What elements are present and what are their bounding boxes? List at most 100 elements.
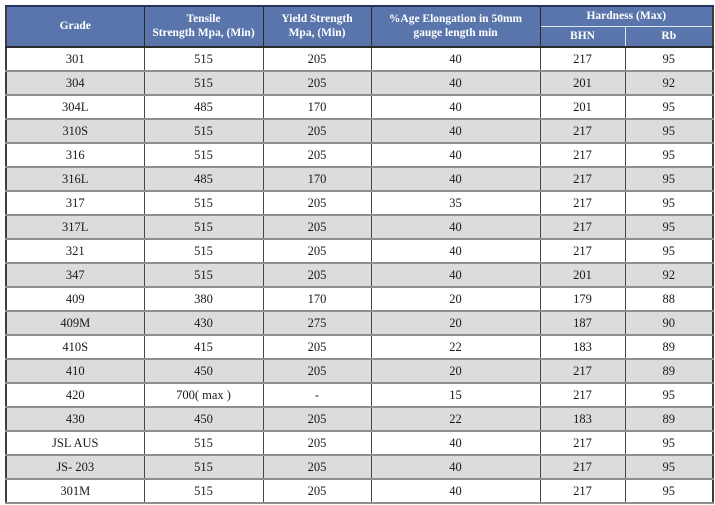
cell-yield-strength: 170 (262, 94, 372, 120)
cell-tensile-strength: 515 (143, 238, 264, 264)
cell-yield-strength: 205 (262, 238, 372, 264)
table-body: 301 515 205 40 217 95 304 515 205 40 201… (5, 46, 714, 504)
cell-bhn: 217 (539, 238, 626, 264)
cell-bhn: 183 (539, 334, 626, 360)
table-row: 410 450 205 20 217 89 (5, 358, 714, 384)
cell-yield-strength: 205 (262, 46, 372, 72)
cell-yield-strength: 205 (262, 454, 372, 480)
cell-rb: 95 (624, 382, 714, 408)
cell-tensile-strength: 515 (143, 262, 264, 288)
table-row: 321 515 205 40 217 95 (5, 238, 714, 264)
table-row: 304L 485 170 40 201 95 (5, 94, 714, 120)
table-row: 317L 515 205 40 217 95 (5, 214, 714, 240)
cell-grade: 321 (5, 238, 145, 264)
col-header-bhn-label: BHN (570, 29, 595, 42)
cell-rb: 95 (624, 238, 714, 264)
cell-bhn: 217 (539, 358, 626, 384)
table-row: 409M 430 275 20 187 90 (5, 310, 714, 336)
col-header-tensile-line1: Tensile (186, 12, 221, 25)
col-header-bhn: BHN (539, 25, 626, 48)
cell-tensile-strength: 515 (143, 142, 264, 168)
cell-bhn: 201 (539, 70, 626, 96)
cell-rb: 90 (624, 310, 714, 336)
table-row: JSL AUS 515 205 40 217 95 (5, 430, 714, 456)
cell-yield-strength: 205 (262, 262, 372, 288)
cell-yield-strength: 275 (262, 310, 372, 336)
cell-rb: 95 (624, 454, 714, 480)
cell-bhn: 217 (539, 166, 626, 192)
cell-grade: 410 (5, 358, 145, 384)
cell-tensile-strength: 485 (143, 166, 264, 192)
cell-tensile-strength: 700( max ) (143, 382, 264, 408)
table-row: 420 700( max ) - 15 217 95 (5, 382, 714, 408)
table-row: 430 450 205 22 183 89 (5, 406, 714, 432)
cell-bhn: 217 (539, 214, 626, 240)
cell-yield-strength: 170 (262, 166, 372, 192)
table-row: 410S 415 205 22 183 89 (5, 334, 714, 360)
col-header-yield-line1: Yield Strength (281, 12, 353, 25)
cell-grade: 301M (5, 478, 145, 504)
cell-tensile-strength: 515 (143, 430, 264, 456)
cell-bhn: 187 (539, 310, 626, 336)
cell-grade: 316 (5, 142, 145, 168)
cell-rb: 95 (624, 94, 714, 120)
cell-grade: 409M (5, 310, 145, 336)
header-row-sub: BHN Rb (6, 25, 714, 48)
cell-elongation: 40 (370, 70, 541, 96)
cell-yield-strength: 205 (262, 406, 372, 432)
col-header-yield-strength: Yield Strength Mpa, (Min) (262, 5, 372, 48)
cell-yield-strength: 205 (262, 214, 372, 240)
cell-elongation: 15 (370, 382, 541, 408)
cell-tensile-strength: 485 (143, 94, 264, 120)
cell-yield-strength: 205 (262, 358, 372, 384)
col-header-rb: Rb (624, 25, 714, 48)
cell-rb: 95 (624, 166, 714, 192)
cell-grade: 304 (5, 70, 145, 96)
cell-grade: 310S (5, 118, 145, 144)
cell-bhn: 217 (539, 454, 626, 480)
cell-grade: JSL AUS (5, 430, 145, 456)
cell-tensile-strength: 430 (143, 310, 264, 336)
cell-grade: 410S (5, 334, 145, 360)
cell-bhn: 201 (539, 94, 626, 120)
table-row: JS- 203 515 205 40 217 95 (5, 454, 714, 480)
col-header-yield-line2: Mpa, (Min) (288, 27, 346, 40)
cell-grade: 317 (5, 190, 145, 216)
cell-tensile-strength: 450 (143, 358, 264, 384)
table-row: 304 515 205 40 201 92 (5, 70, 714, 96)
cell-elongation: 35 (370, 190, 541, 216)
cell-tensile-strength: 415 (143, 334, 264, 360)
cell-rb: 92 (624, 70, 714, 96)
cell-tensile-strength: 380 (143, 286, 264, 312)
cell-tensile-strength: 515 (143, 118, 264, 144)
cell-grade: 420 (5, 382, 145, 408)
col-header-elongation-line2: gauge length min (413, 27, 498, 40)
cell-elongation: 40 (370, 238, 541, 264)
table-row: 409 380 170 20 179 88 (5, 286, 714, 312)
cell-rb: 89 (624, 358, 714, 384)
col-header-tensile-line2: Strength Mpa, (Min) (152, 27, 255, 40)
cell-elongation: 22 (370, 406, 541, 432)
cell-yield-strength: 205 (262, 118, 372, 144)
cell-rb: 95 (624, 478, 714, 504)
cell-elongation: 40 (370, 214, 541, 240)
table-row: 317 515 205 35 217 95 (5, 190, 714, 216)
cell-rb: 95 (624, 214, 714, 240)
cell-elongation: 20 (370, 358, 541, 384)
cell-elongation: 20 (370, 310, 541, 336)
cell-grade: 430 (5, 406, 145, 432)
cell-rb: 92 (624, 262, 714, 288)
cell-grade: 409 (5, 286, 145, 312)
cell-grade: 317L (5, 214, 145, 240)
cell-tensile-strength: 515 (143, 46, 264, 72)
cell-grade: 316L (5, 166, 145, 192)
cell-grade: 301 (5, 46, 145, 72)
cell-elongation: 40 (370, 478, 541, 504)
cell-bhn: 201 (539, 262, 626, 288)
cell-rb: 89 (624, 406, 714, 432)
cell-bhn: 217 (539, 118, 626, 144)
cell-grade: 304L (5, 94, 145, 120)
cell-tensile-strength: 515 (143, 70, 264, 96)
cell-elongation: 40 (370, 454, 541, 480)
